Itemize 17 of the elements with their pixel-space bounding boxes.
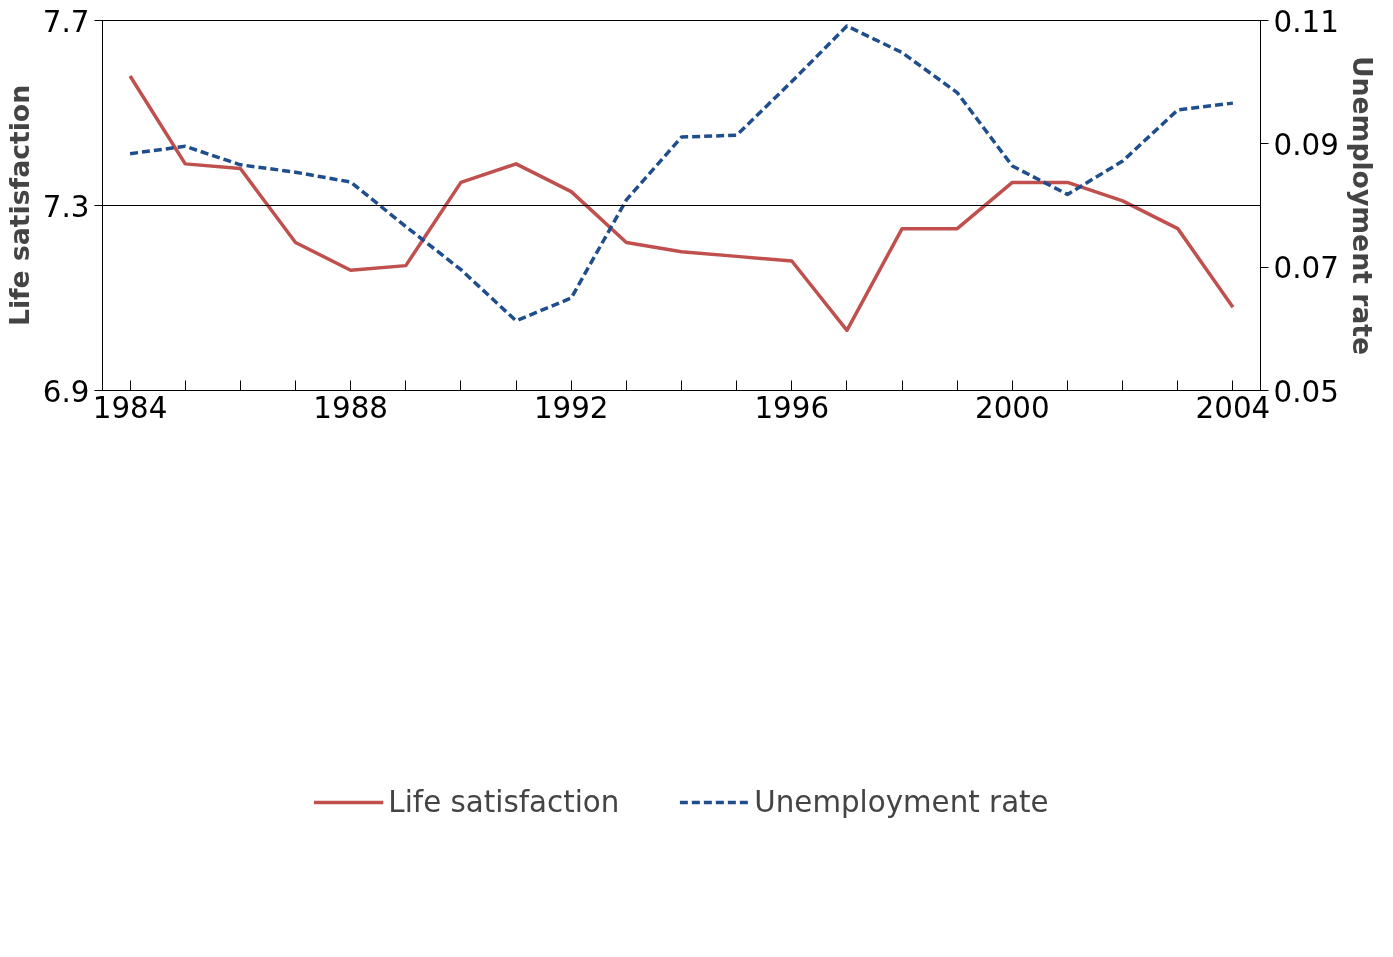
y-tick-label: 7.3: [42, 189, 90, 224]
y2-tick-label: 0.07: [1273, 251, 1339, 286]
legend-label: Life satisfaction: [388, 784, 620, 819]
x-tick-label: 1988: [313, 390, 388, 425]
y2-tick-label: 0.11: [1273, 4, 1339, 39]
y-axis-title: Life satisfaction: [3, 84, 35, 327]
legend-label: Unemployment rate: [754, 784, 1049, 819]
x-tick-label: 2000: [975, 390, 1050, 425]
y-tick-label: 7.7: [42, 4, 90, 39]
y2-tick-label: 0.09: [1273, 127, 1339, 162]
x-tick-label: 1984: [92, 390, 168, 425]
x-tick-label: 1996: [754, 390, 830, 425]
y2-axis-title: Unemployment rate: [1346, 55, 1378, 356]
y-tick-label: 6.9: [42, 374, 90, 409]
y2-tick-label: 0.05: [1273, 374, 1339, 409]
x-tick-label: 1992: [533, 390, 609, 425]
x-tick-label: 2004: [1195, 390, 1271, 425]
